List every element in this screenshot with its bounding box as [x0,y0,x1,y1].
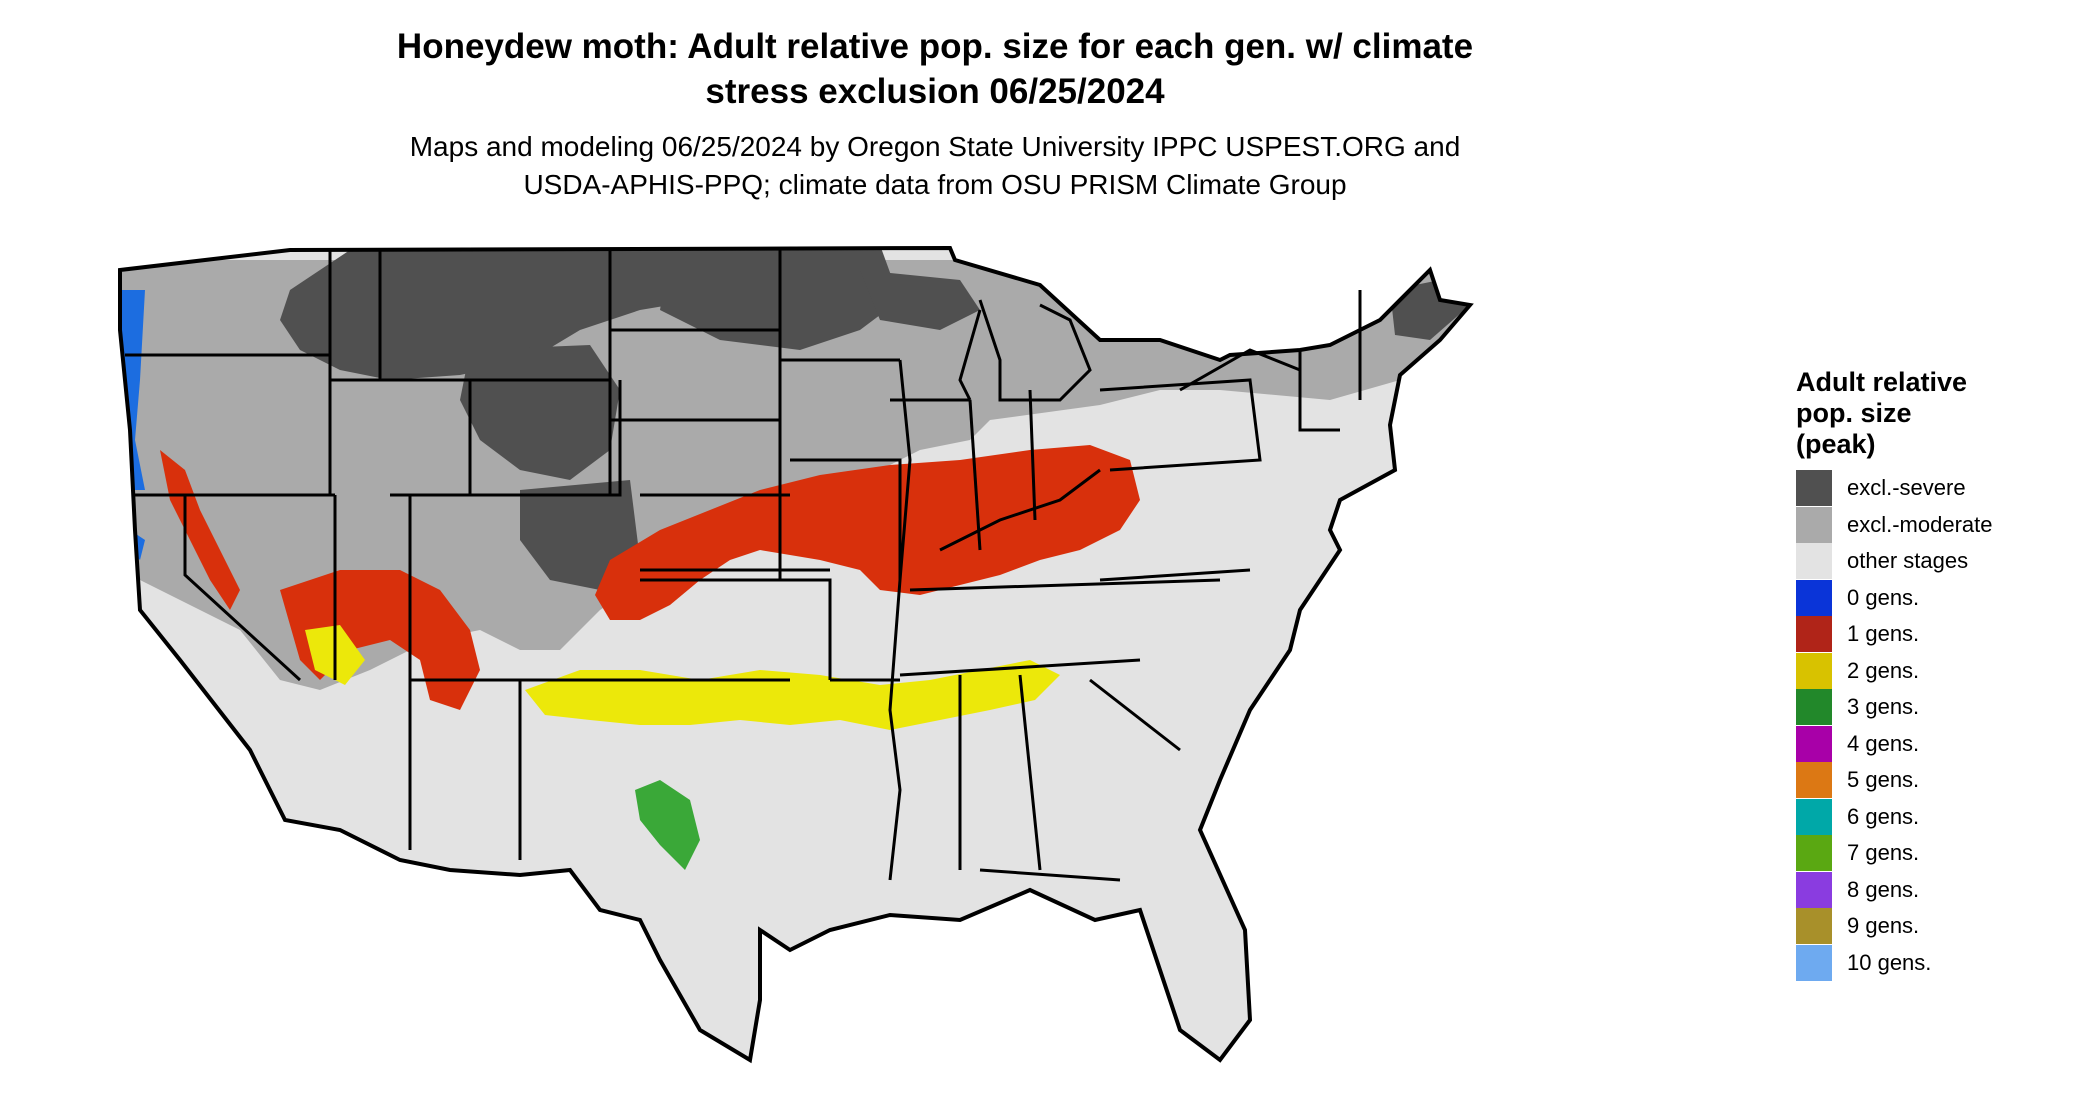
border-al-ga [1018,674,1042,871]
legend-item: 2 gens. [1796,652,1993,690]
legend-swatch [1796,944,1832,981]
legend-item: 8 gens. [1796,871,1993,909]
legend-item: excl.-moderate [1796,506,1993,544]
legend-swatch [1796,506,1832,543]
zone-1-gens-southwest [280,570,480,710]
border-mississippi [888,359,912,881]
legend-label: 8 gens. [1847,876,1920,902]
legend-label: 0 gens. [1847,584,1920,610]
state-borders [118,245,1474,1064]
legend-label: 6 gens. [1847,803,1920,829]
border-ohio-river [939,468,1101,552]
legend-swatch [1796,871,1832,908]
border-lake-michigan [958,309,982,401]
legend-item: 6 gens. [1796,798,1993,836]
legend-item: excl.-severe [1796,470,1993,507]
legend-item: 1 gens. [1796,616,1993,653]
border-mo [790,458,902,580]
border-ga-fl [979,868,1121,882]
legend-item: 7 gens. [1796,835,1993,872]
legend-title-line-1: Adult relative [1796,367,1968,397]
zone-excl-severe-wisconsin [860,270,980,330]
legend-swatch [1796,579,1832,616]
legend-label: 9 gens. [1847,913,1920,939]
border-in-oh [1028,389,1037,521]
legend-title: Adult relative pop. size (peak) [1796,367,1993,460]
border-il-in [968,399,982,551]
legend-label: 1 gens. [1847,621,1920,647]
zone-1-gens-california [160,450,240,610]
map-title: Honeydew moth: Adult relative pop. size … [270,24,1600,114]
legend-swatch [1796,908,1832,945]
legend-label: 5 gens. [1847,767,1920,793]
zone-excl-severe-north [280,250,710,380]
zone-4-gens-keys [1110,1060,1155,1082]
map-subtitle-line-1: Maps and modeling 06/25/2024 by Oregon S… [409,131,1461,162]
legend-swatch [1796,798,1832,835]
legend-label: 4 gens. [1847,730,1920,756]
legend-item: 10 gens. [1796,944,1993,982]
border-ok-tx [640,578,832,680]
legend-label: other stages [1847,548,1969,574]
border-tn-south [899,658,1141,677]
border-nc-va [1099,568,1251,582]
map-title-line-1: Honeydew moth: Adult relative pop. size … [396,27,1474,66]
legend-item: other stages [1796,543,1993,580]
border-ga-sc [1089,678,1181,752]
us-outline [118,245,1474,1064]
legend-swatch [1796,762,1832,799]
legend-item: 5 gens. [1796,762,1993,799]
legend-items: excl.-severe excl.-moderate other stages 0 … [1796,470,1993,981]
legend-swatch [1796,616,1832,653]
map-legend: Adult relative pop. size (peak) excl.-se… [1796,367,1993,981]
legend-title-line-3: (peak) [1796,429,1876,459]
legend-label: excl.-severe [1847,475,1966,501]
border-michigan [978,299,1092,402]
legend-swatch [1796,725,1832,762]
legend-swatch [1796,470,1832,507]
legend-label: 10 gens. [1847,949,1932,975]
map-land [118,245,1474,1082]
legend-label: 7 gens. [1847,840,1920,866]
zone-3-gens-florida [1090,955,1145,1020]
border-ca-nv [183,495,302,682]
map-title-line-2: stress exclusion 06/25/2024 [705,72,1165,111]
us-map [118,245,1474,1082]
legend-label: 2 gens. [1847,657,1920,683]
map-subtitle: Maps and modeling 06/25/2024 by Oregon S… [270,128,1600,204]
border-pa-box [1099,378,1262,472]
legend-item: 4 gens. [1796,725,1993,763]
legend-swatch [1796,689,1832,726]
zone-3-gens-texas [635,780,700,870]
legend-swatch [1796,835,1832,872]
border-ny [1179,348,1301,392]
legend-swatch [1796,652,1832,689]
legend-item: 0 gens. [1796,579,1993,617]
zone-1-gens-central [595,445,1140,620]
border-new-england [1298,350,1340,432]
legend-label: 3 gens. [1847,694,1920,720]
legend-label: excl.-moderate [1847,511,1993,537]
legend-item: 9 gens. [1796,908,1993,945]
border-ky-tn [909,578,1221,592]
zone-excl-severe-maine [1390,280,1470,340]
legend-item: 3 gens. [1796,689,1993,726]
map-subtitle-line-2: USDA-APHIS-PPQ; climate data from OSU PR… [523,169,1347,200]
legend-swatch [1796,543,1832,580]
zone-2-gens-gulf [525,660,1060,730]
legend-title-line-2: pop. size [1796,398,1912,428]
